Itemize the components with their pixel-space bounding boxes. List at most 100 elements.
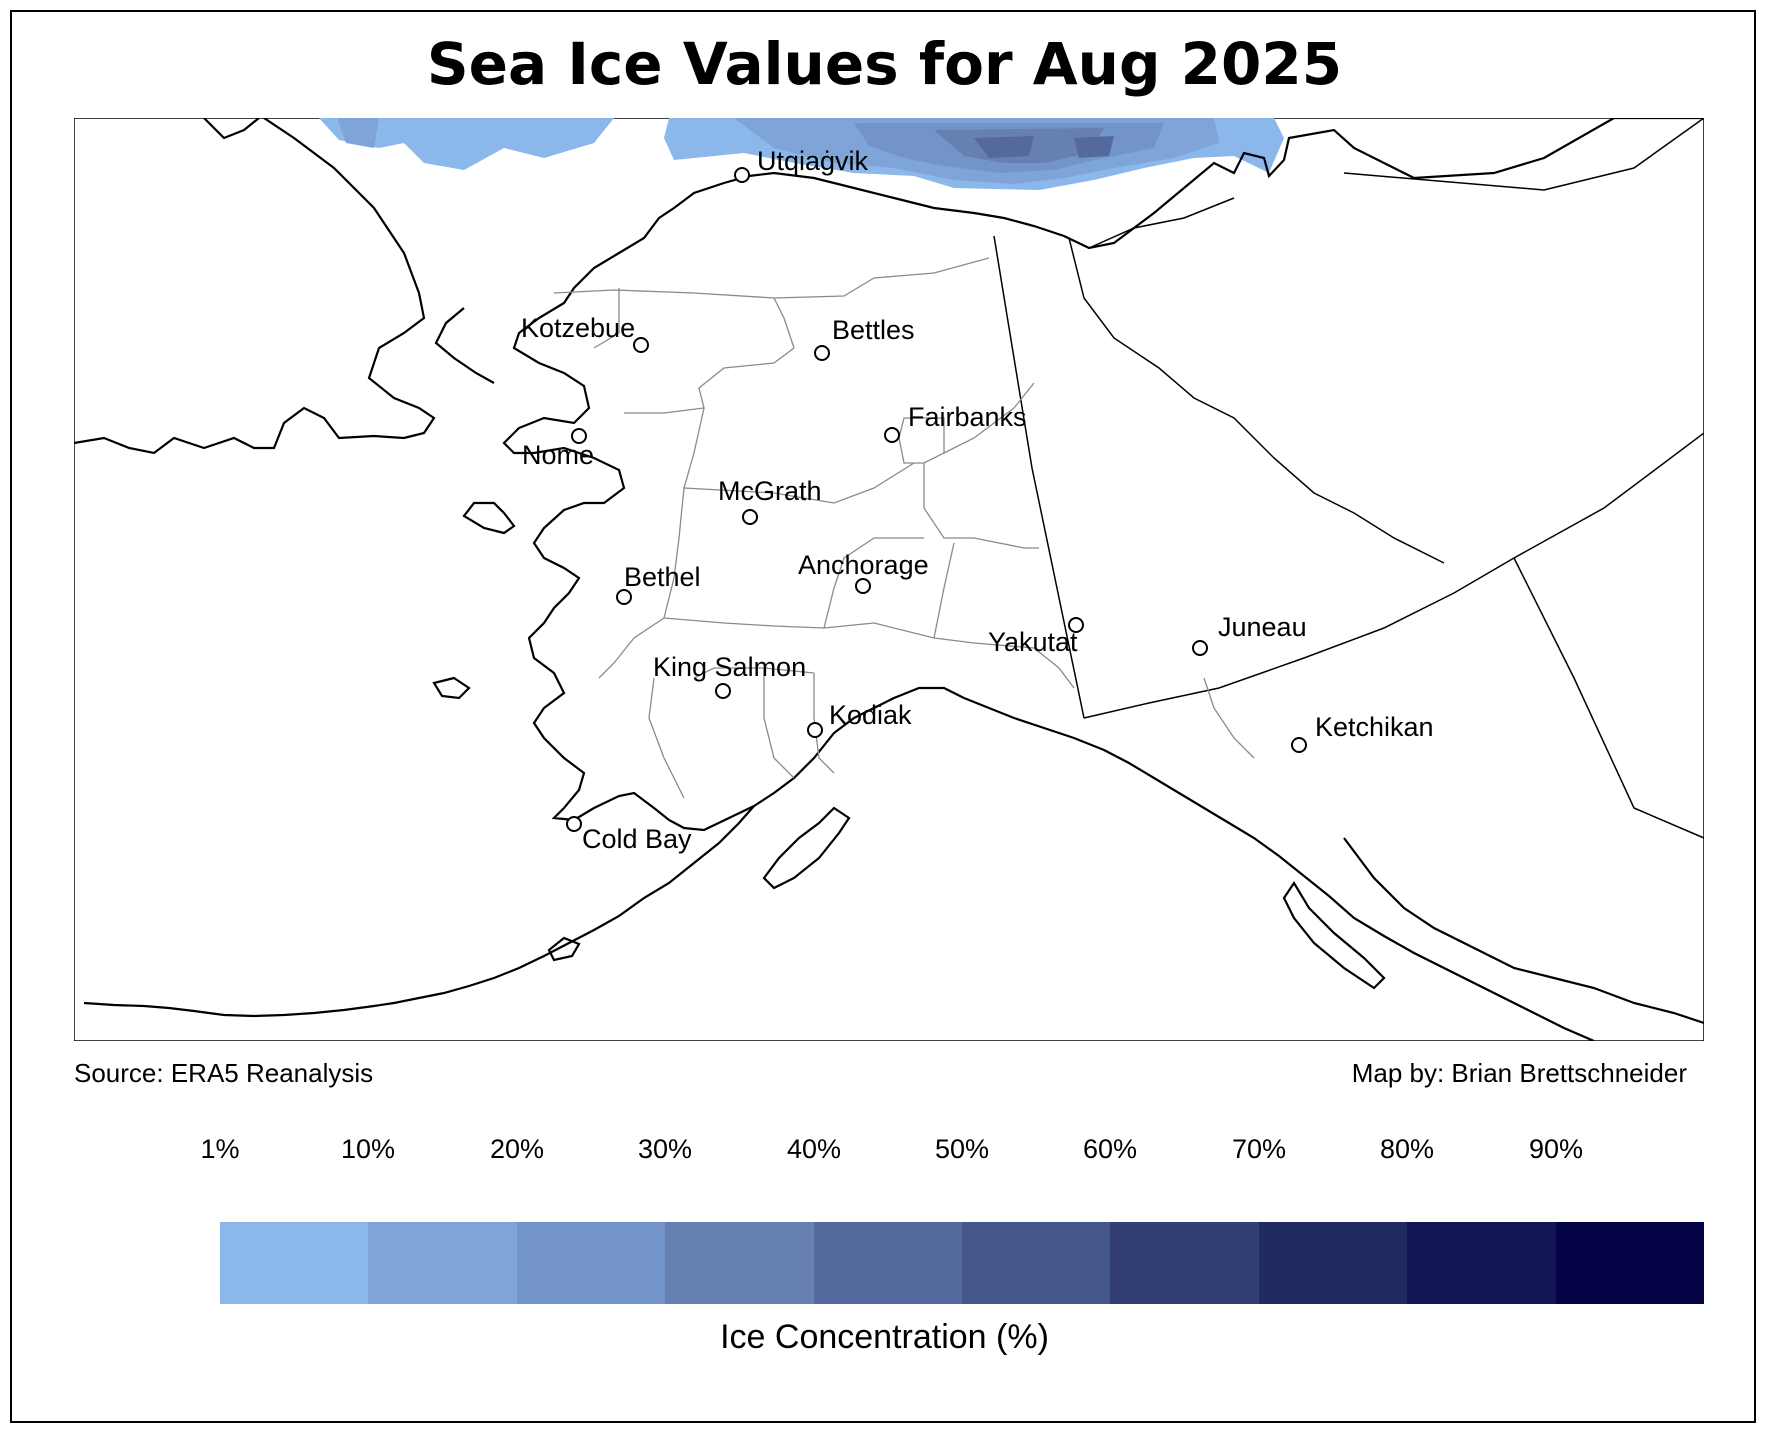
census-line-matsu xyxy=(823,537,924,629)
census-line-lake-pen xyxy=(763,668,795,779)
city-marker xyxy=(734,167,750,183)
colorbar-bin xyxy=(1258,1222,1408,1304)
city-kotzebue[interactable]: Kotzebue xyxy=(521,313,649,353)
city-markers: Utqiaġvik Kotzebue Bettles Nome Fairbank… xyxy=(521,146,1434,854)
colorbar-tick: 50% xyxy=(934,1134,990,1164)
colorbar-bin xyxy=(220,1222,369,1304)
city-marker xyxy=(1068,617,1084,633)
city-marker xyxy=(633,337,649,353)
colorbar-tick: 90% xyxy=(1528,1134,1584,1164)
census-line-bethel-east xyxy=(598,617,665,679)
city-marker xyxy=(566,816,582,832)
colorbar-bin xyxy=(1110,1222,1259,1304)
colorbar-bin xyxy=(368,1222,517,1304)
city-king-salmon[interactable]: King Salmon xyxy=(653,652,806,699)
colorbar-bin xyxy=(813,1222,963,1304)
city-label: Cold Bay xyxy=(582,824,692,854)
census-line-valdez-north xyxy=(933,542,955,639)
city-label: Bethel xyxy=(624,562,701,592)
coastline-aleutians xyxy=(83,1001,375,1018)
colorbar-tick: 20% xyxy=(489,1134,545,1164)
colorbar-tick: 10% xyxy=(340,1134,396,1164)
census-line-valdez xyxy=(873,622,1075,689)
city-nome[interactable]: Nome xyxy=(522,428,594,470)
city-label: McGrath xyxy=(718,476,822,506)
colorbar-tick: 1% xyxy=(200,1134,240,1164)
map-svg: Utqiaġvik Kotzebue Bettles Nome Fairbank… xyxy=(74,118,1704,1041)
figure-frame xyxy=(10,10,1756,1423)
census-line-bristol xyxy=(648,677,685,799)
coastline-gulf-of-alaska xyxy=(753,686,1595,1041)
census-line-kenai xyxy=(813,673,835,774)
city-label: Bettles xyxy=(832,315,915,345)
border-alaska-canada xyxy=(993,235,1085,719)
city-marker xyxy=(814,345,830,361)
city-cold-bay[interactable]: Cold Bay xyxy=(566,816,692,854)
sea-ice-beaufort-peak-2 xyxy=(1074,136,1114,158)
coastline-nunivak-island xyxy=(432,676,471,700)
colorbar-tick: 80% xyxy=(1379,1134,1435,1164)
colorbar-bin xyxy=(1407,1222,1556,1304)
city-marker xyxy=(1291,737,1307,753)
city-mcgrath[interactable]: McGrath xyxy=(718,476,822,525)
city-label: Yakutat xyxy=(988,627,1078,657)
city-marker xyxy=(807,722,823,738)
census-line-se-fairbanks xyxy=(943,382,1035,454)
map-title: Sea Ice Values for Aug 2025 xyxy=(426,30,1343,98)
sea-ice-layer xyxy=(319,118,1284,190)
census-line-mcgrath-south xyxy=(663,617,875,629)
coastline-russia-north xyxy=(203,118,260,140)
census-line-yk-mid xyxy=(683,462,915,504)
city-juneau[interactable]: Juneau xyxy=(1192,612,1307,656)
coastline-alaska-peninsula xyxy=(373,805,755,1008)
city-fairbanks[interactable]: Fairbanks xyxy=(884,402,1027,443)
border-layer xyxy=(993,118,1704,839)
city-bettles[interactable]: Bettles xyxy=(814,315,915,361)
city-label: Nome xyxy=(522,440,594,470)
city-label: Anchorage xyxy=(798,550,929,580)
city-label: Ketchikan xyxy=(1315,712,1434,742)
colorbar-bin xyxy=(962,1222,1111,1304)
colorbar-bin xyxy=(1555,1222,1705,1304)
sea-ice-beaufort-peak xyxy=(974,136,1034,158)
colorbar-bins xyxy=(220,1222,1705,1304)
border-arctic-east xyxy=(1088,197,1235,249)
census-line-se-panhandle xyxy=(1203,677,1255,759)
sea-ice-chukchi-dense xyxy=(337,118,379,148)
city-bethel[interactable]: Bethel xyxy=(616,562,701,605)
colorbar-legend: 1% 10% 20% 30% 40% 50% 60% 70% 80% 90% xyxy=(200,1134,1705,1304)
city-kodiak[interactable]: Kodiak xyxy=(807,700,912,738)
source-note: Source: ERA5 Reanalysis xyxy=(74,1058,374,1088)
city-anchorage[interactable]: Anchorage xyxy=(798,550,929,594)
colorbar-tick: 70% xyxy=(1231,1134,1287,1164)
city-marker xyxy=(715,683,731,699)
border-bc-nwt xyxy=(1513,557,1704,839)
city-yakutat[interactable]: Yakutat xyxy=(988,617,1084,657)
coastline-chukotka xyxy=(74,118,436,455)
credit-note: Map by: Brian Brettschneider xyxy=(1351,1058,1687,1088)
census-lines xyxy=(553,257,1255,799)
coastline-west-alaska xyxy=(502,118,1704,832)
city-label: King Salmon xyxy=(653,652,806,682)
map-panel: Utqiaġvik Kotzebue Bettles Nome Fairbank… xyxy=(74,118,1704,1041)
city-marker xyxy=(571,428,587,444)
city-utqiagvik[interactable]: Utqiaġvik xyxy=(734,146,869,183)
coastline-bc xyxy=(1343,837,1704,1025)
census-line-denali xyxy=(923,463,1039,549)
coastline-kodiak-island xyxy=(762,806,851,890)
census-line-nw-arctic-south xyxy=(624,297,795,414)
city-ketchikan[interactable]: Ketchikan xyxy=(1291,712,1434,753)
census-line-north-slope xyxy=(553,257,990,299)
coastline-haida-gwaii xyxy=(1282,880,1386,990)
census-line-yk-west xyxy=(663,407,705,619)
colorbar-title: Ice Concentration (%) xyxy=(720,1318,1049,1356)
census-line-dillingham xyxy=(693,667,815,679)
city-marker xyxy=(884,427,900,443)
coastline-st-lawrence-island xyxy=(462,501,516,535)
border-bc-yukon xyxy=(1083,432,1704,719)
border-yukon-nwt xyxy=(1068,237,1445,564)
census-line-nw-arctic-west xyxy=(593,288,620,349)
map-border xyxy=(74,118,1704,1041)
city-marker xyxy=(616,589,632,605)
city-label: Fairbanks xyxy=(908,402,1027,432)
